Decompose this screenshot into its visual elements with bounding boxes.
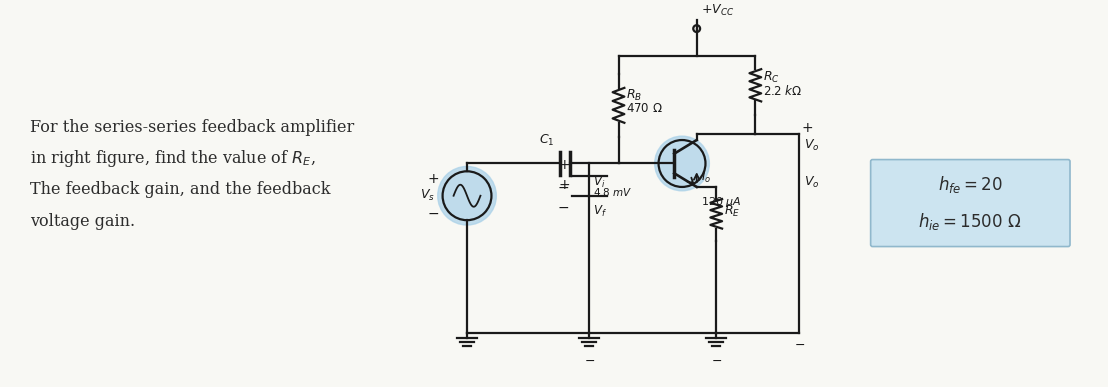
Text: $V_o$: $V_o$ [804,138,820,153]
Text: in right figure, find the value of $\boldsymbol{R_E}$,: in right figure, find the value of $\bol… [30,148,316,169]
Text: $R_C$: $R_C$ [763,70,780,85]
Text: For the series-series feedback amplifier: For the series-series feedback amplifier [30,119,355,136]
Text: $120\ \mu A$: $120\ \mu A$ [700,195,741,209]
Text: $+$: $+$ [557,158,570,172]
Text: $+$: $+$ [801,121,813,135]
Text: $-$: $-$ [584,354,595,367]
Text: voltage gain.: voltage gain. [30,212,135,229]
Text: $C_1$: $C_1$ [538,133,554,148]
Text: $R_E$: $R_E$ [724,204,740,219]
Text: $R_B$: $R_B$ [626,87,643,103]
Circle shape [655,136,709,191]
Text: $-$: $-$ [557,200,570,214]
Text: $470\ \Omega$: $470\ \Omega$ [626,102,664,115]
Text: $+$: $+$ [427,171,439,186]
Text: $V_f$: $V_f$ [593,204,607,219]
Text: $-$: $-$ [427,206,439,220]
Text: $-$: $-$ [710,354,721,367]
Text: $V_s$: $V_s$ [420,188,434,203]
Text: $-$: $-$ [793,338,804,351]
Circle shape [438,166,496,225]
Text: $-$: $-$ [557,180,570,194]
Text: $I_o$: $I_o$ [700,170,710,185]
Text: $+$: $+$ [557,178,570,192]
Text: $h_{ie} = 1500\ \Omega$: $h_{ie} = 1500\ \Omega$ [919,211,1023,232]
Text: The feedback gain, and the feedback: The feedback gain, and the feedback [30,182,330,199]
Text: $2.2\ k\Omega$: $2.2\ k\Omega$ [763,84,802,98]
Text: $V_o$: $V_o$ [804,175,820,190]
FancyBboxPatch shape [871,159,1070,247]
Text: $V_i$: $V_i$ [593,175,605,190]
Text: $+V_{CC}$: $+V_{CC}$ [700,3,733,18]
Text: $h_{fe} = 20$: $h_{fe} = 20$ [938,174,1003,195]
Text: $4.8\ mV$: $4.8\ mV$ [593,186,633,198]
